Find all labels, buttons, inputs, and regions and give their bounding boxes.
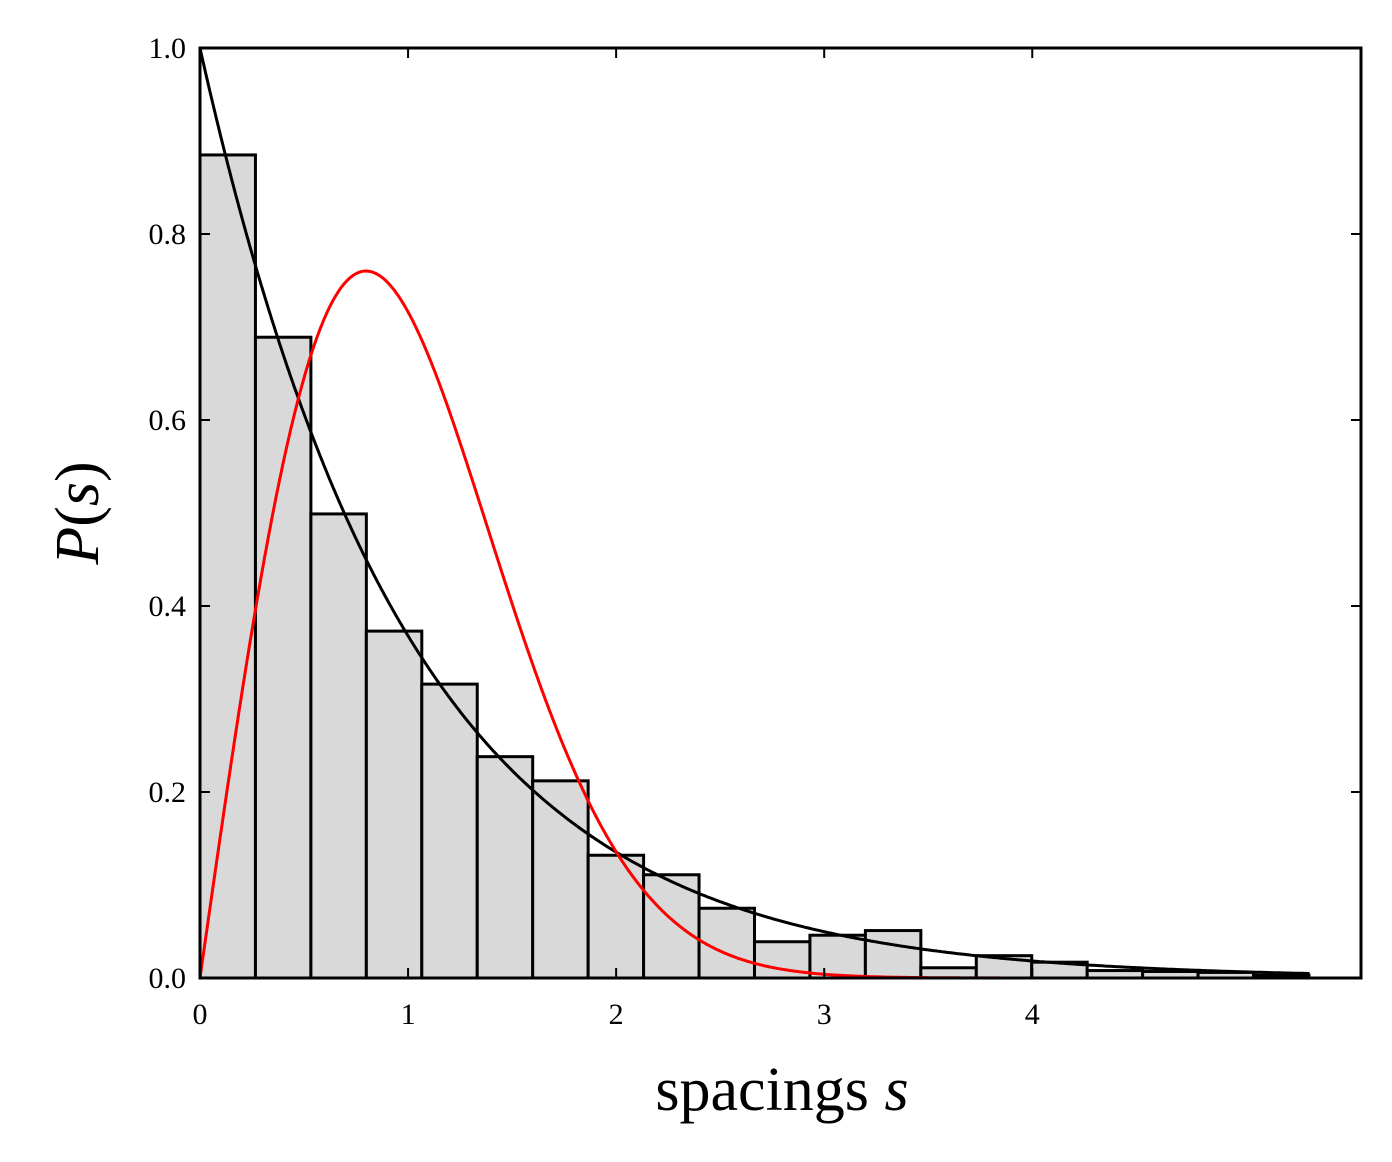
y-tick-label: 0.8 [149,218,187,251]
histogram-bar-13 [863,929,923,980]
x-tick-label: 0 [193,998,208,1031]
x-tick-label: 1 [401,998,416,1031]
histogram-bar-5 [420,682,479,980]
y-axis-label: P(s) [44,461,112,565]
histogram-bar-4 [364,629,424,980]
y-tick-label: 0.4 [149,590,187,623]
histogram-bar-8 [586,853,646,980]
histogram-bar-3 [309,512,368,980]
plot-frame [198,46,1363,980]
y-tick-label: 0.2 [149,776,187,809]
y-tick-label: 1.0 [149,32,187,65]
x-tick-label: 2 [609,998,624,1031]
histogram-bars [198,153,1311,980]
x-tick-label: 3 [817,998,832,1031]
histogram-bar-6 [475,755,535,980]
histogram-bar-12 [808,933,867,980]
x-tick-label: 4 [1025,998,1040,1031]
poisson-curve [198,47,1310,975]
histogram-bar-1 [198,153,257,980]
x-axis-label: spacings s [655,1056,908,1124]
ticks: 0 1 2 3 4 0.0 0.2 0.4 0.6 0.8 1.0 [149,32,1361,1031]
y-tick-label: 0.6 [149,404,187,437]
histogram-bar-2 [253,335,313,980]
y-tick-label: 0.0 [149,962,187,995]
histogram-bar-7 [531,779,590,980]
